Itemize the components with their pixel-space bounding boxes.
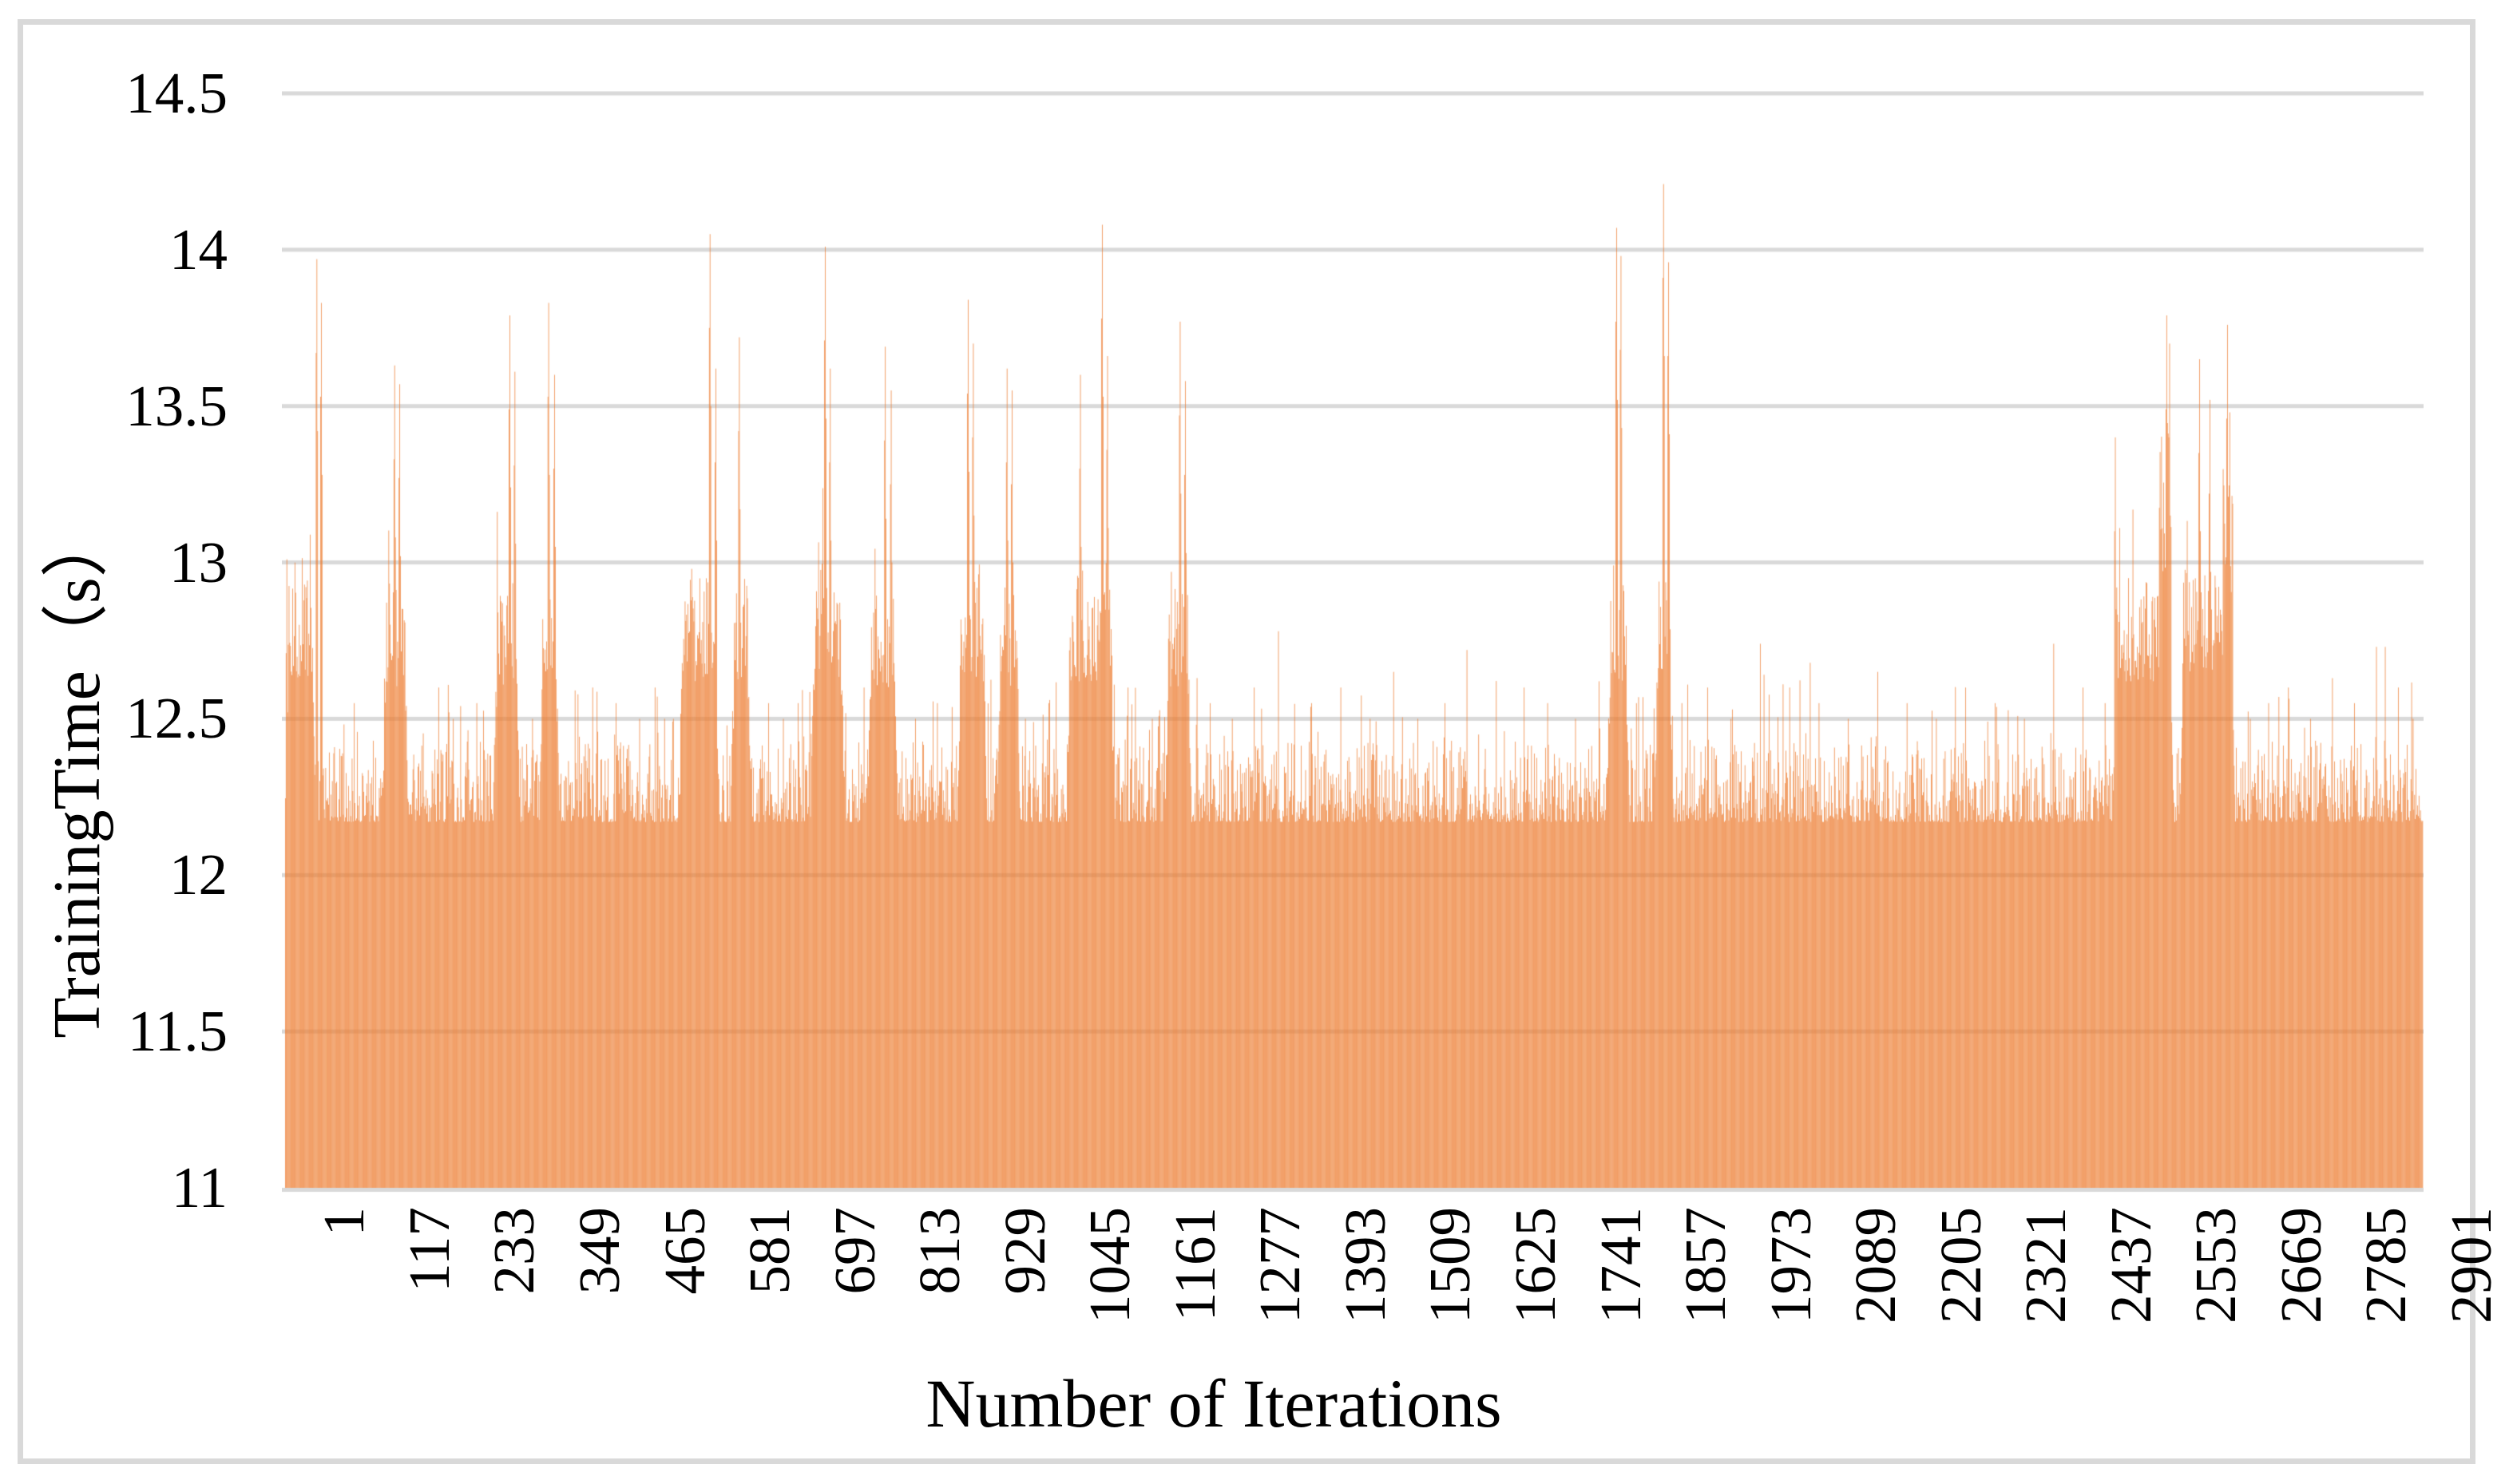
- y-tick-label: 11: [171, 1154, 228, 1220]
- x-tick-label: 2437: [2098, 1207, 2163, 1324]
- x-tick-label: 1161: [1162, 1207, 1227, 1322]
- x-tick-label: 1: [311, 1207, 377, 1237]
- x-tick-label: 1741: [1587, 1207, 1653, 1324]
- x-tick-label: 1857: [1673, 1207, 1738, 1324]
- x-axis-title: Number of Iterations: [926, 1365, 1502, 1442]
- x-tick-label: 2785: [2353, 1207, 2419, 1324]
- x-tick-label: 2901: [2439, 1207, 2503, 1324]
- x-tick-label: 233: [482, 1207, 547, 1295]
- y-tick-label: 14: [169, 216, 228, 282]
- x-tick-label: 465: [652, 1207, 717, 1295]
- y-tick-label: 11.5: [127, 999, 228, 1064]
- x-tick-label: 813: [907, 1207, 973, 1295]
- x-tick-label: 2553: [2183, 1207, 2249, 1324]
- y-tick-label: 14.5: [125, 61, 228, 125]
- x-tick-label: 581: [737, 1207, 803, 1295]
- x-tick-label: 1045: [1077, 1207, 1143, 1324]
- x-tick-label: 929: [992, 1207, 1057, 1295]
- x-tick-label: 1625: [1503, 1207, 1568, 1324]
- x-tick-label: 117: [396, 1207, 462, 1292]
- x-tick-label: 1277: [1247, 1207, 1313, 1324]
- y-axis-title: TrainingTime（s）: [40, 510, 114, 1039]
- x-tick-label: 2205: [1928, 1207, 1993, 1324]
- y-tick-label: 13.5: [125, 373, 228, 438]
- x-tick-label: 1393: [1332, 1207, 1397, 1324]
- x-tick-label: 697: [822, 1207, 887, 1295]
- x-tick-label: 1973: [1758, 1207, 1823, 1324]
- x-tick-label: 2669: [2268, 1207, 2333, 1324]
- x-tick-label: 1509: [1417, 1207, 1483, 1324]
- y-tick-label: 12: [169, 842, 228, 908]
- x-tick-label: 349: [566, 1207, 632, 1295]
- chart-border-frame: [18, 19, 2475, 1464]
- y-tick-label: 13: [169, 529, 228, 595]
- bar-series-canvas: [282, 91, 2424, 1193]
- x-tick-label: 2089: [1843, 1207, 1909, 1324]
- x-tick-label: 2321: [2013, 1207, 2079, 1324]
- y-tick-label: 12.5: [125, 686, 228, 751]
